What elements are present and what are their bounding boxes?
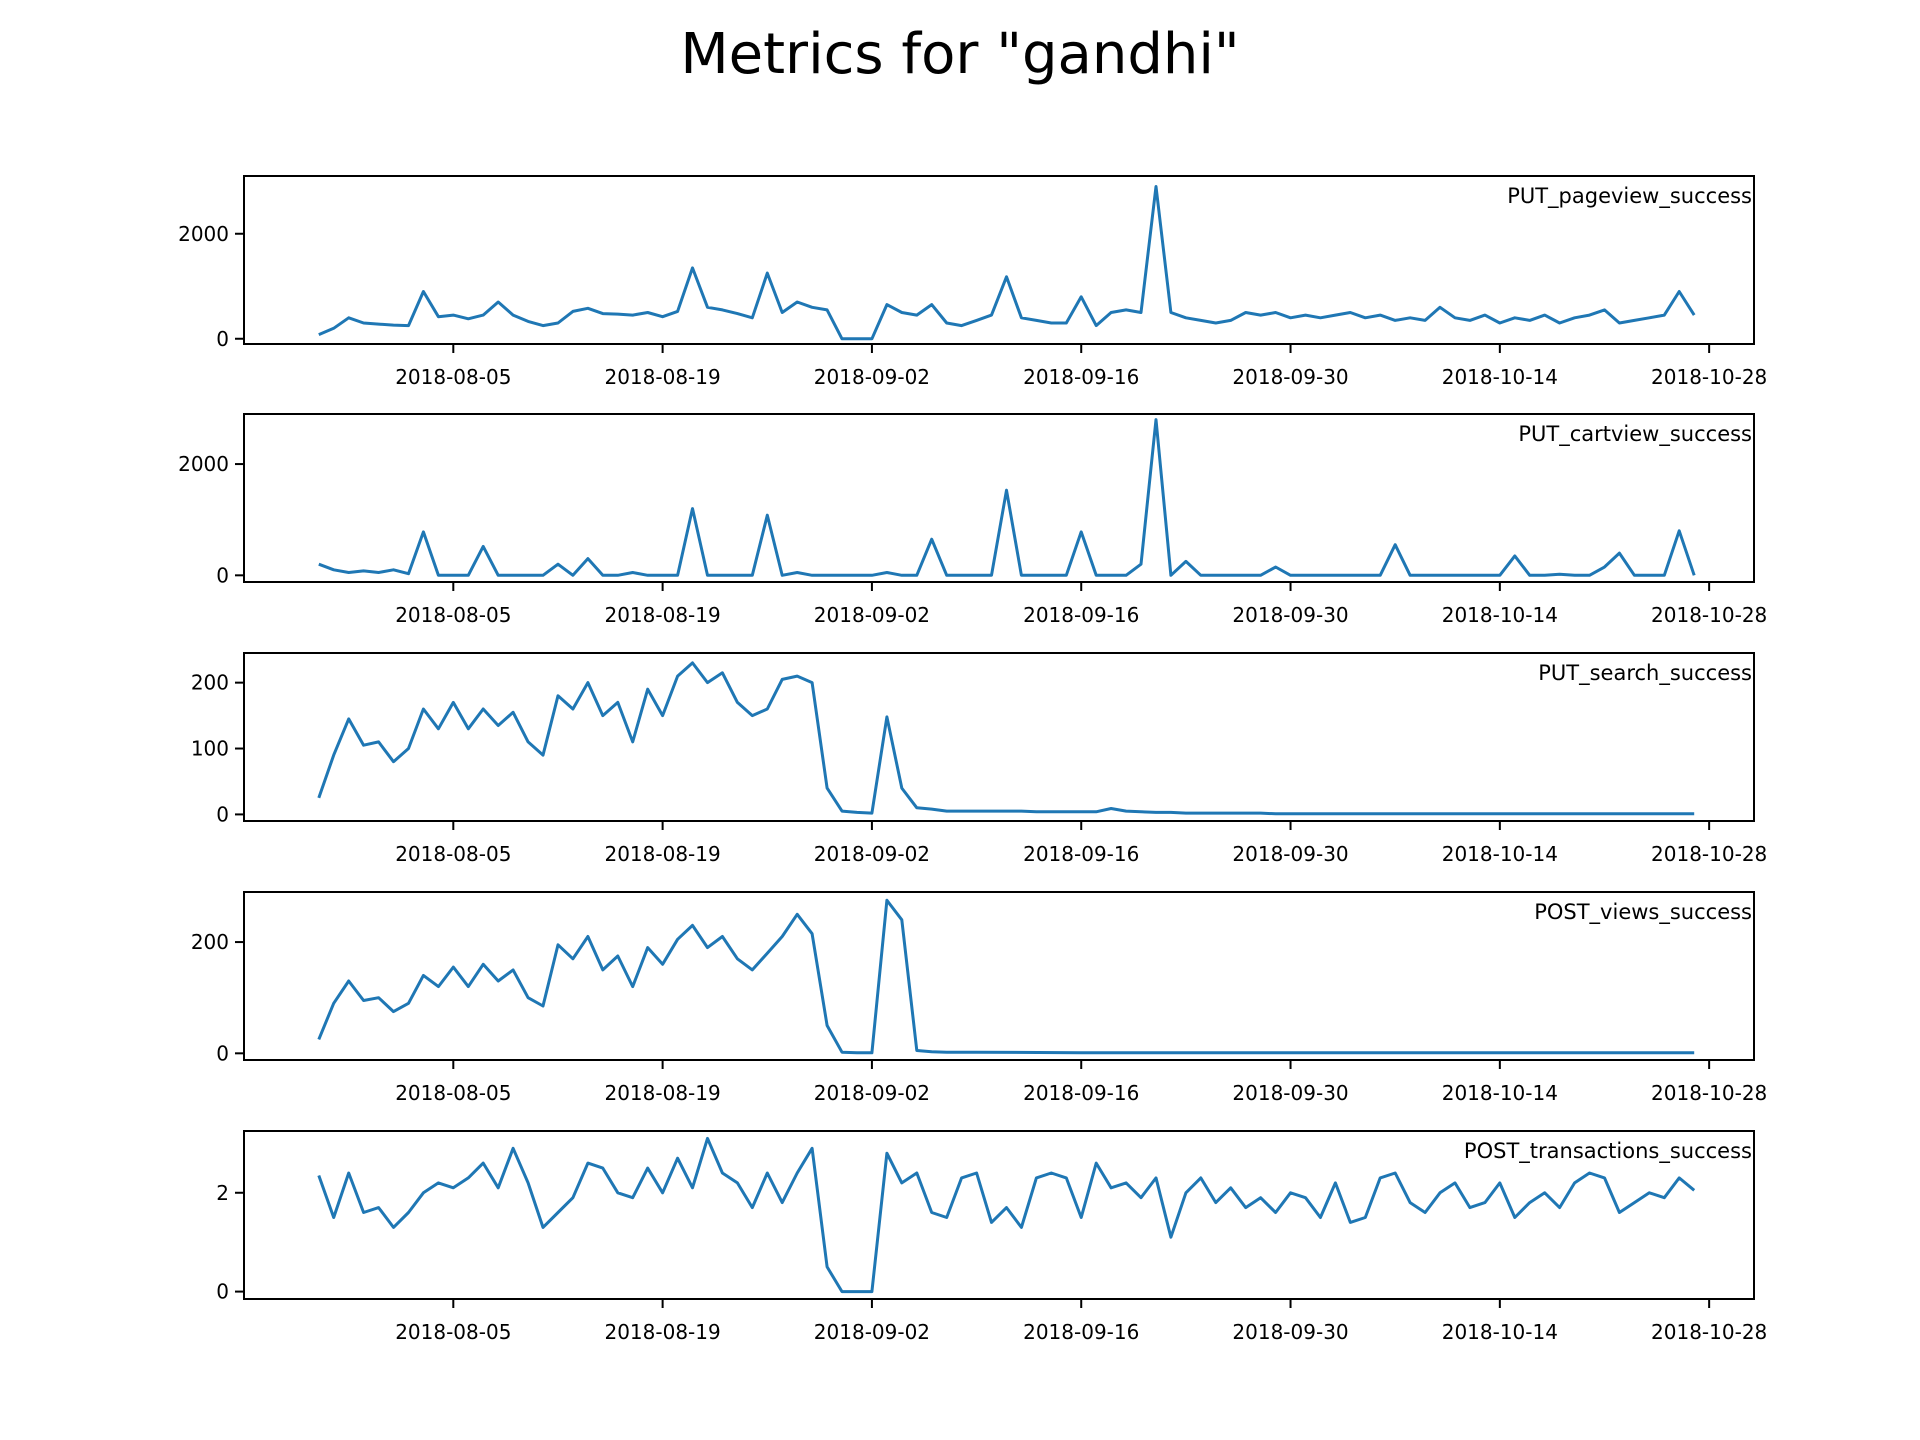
axes-frame [243,413,1755,583]
x-tick-label: 2018-10-14 [1442,1320,1558,1344]
y-tick-label: 0 [216,1280,229,1304]
x-tick-label: 2018-10-28 [1651,603,1767,627]
y-tick-label: 0 [216,802,229,826]
axes-frame [243,891,1755,1061]
y-tick-label: 0 [216,1041,229,1065]
series-line [318,185,1696,341]
x-tick-label: 2018-10-14 [1442,842,1558,866]
subplot-5: 2018-08-05 2018-08-19 2018-09-02 2018-09-16… [216,1130,1767,1344]
axes-frame [243,1130,1755,1300]
series-line [318,418,1696,577]
x-tick-label: 2018-08-05 [395,603,511,627]
subplot-title: PUT_pageview_success [1507,184,1752,209]
x-tick-label: 2018-09-30 [1232,1320,1348,1344]
subplot-4: 2018-08-05 2018-08-19 2018-09-02 2018-09-16… [191,891,1767,1105]
x-tick-label: 2018-09-02 [814,365,930,389]
x-tick-label: 2018-09-30 [1232,603,1348,627]
x-tick-label: 2018-10-14 [1442,1081,1558,1105]
x-tick-label: 2018-09-02 [814,842,930,866]
x-tick-label: 2018-09-02 [814,1081,930,1105]
y-tick-label: 2000 [178,222,229,246]
x-tick-label: 2018-08-19 [604,365,720,389]
subplot-title: PUT_search_success [1538,661,1752,686]
x-tick-label: 2018-09-16 [1023,1081,1139,1105]
x-tick-label: 2018-08-05 [395,1320,511,1344]
figure-title: Metrics for "gandhi" [680,22,1240,87]
y-tick-label: 0 [216,563,229,587]
series-line [317,898,1695,1055]
x-tick-label: 2018-09-16 [1023,842,1139,866]
y-tick-label: 200 [191,671,229,695]
x-tick-label: 2018-10-14 [1442,603,1558,627]
y-tick-label: 0 [216,327,229,351]
y-tick-label: 200 [191,930,229,954]
x-tick-label: 2018-09-30 [1232,1081,1348,1105]
x-tick-label: 2018-08-19 [604,1320,720,1344]
x-tick-label: 2018-09-16 [1023,365,1139,389]
subplot-title: POST_transactions_success [1464,1139,1752,1164]
subplot-1: 2018-08-05 2018-08-19 2018-09-02 2018-09-16… [178,175,1767,389]
x-tick-label: 2018-09-16 [1023,1320,1139,1344]
subplot-title: PUT_cartview_success [1518,422,1752,447]
series-line [317,661,1695,816]
series-line [317,1136,1696,1294]
axes-frame [243,175,1755,345]
x-tick-label: 2018-08-05 [395,1081,511,1105]
x-tick-label: 2018-09-30 [1232,842,1348,866]
y-tick-label: 2000 [178,452,229,476]
x-tick-label: 2018-10-28 [1651,842,1767,866]
x-tick-label: 2018-08-19 [604,603,720,627]
x-tick-label: 2018-08-05 [395,365,511,389]
x-tick-label: 2018-10-14 [1442,365,1558,389]
x-tick-label: 2018-10-28 [1651,1320,1767,1344]
x-tick-label: 2018-08-19 [604,1081,720,1105]
y-tick-label: 2 [216,1181,229,1205]
subplot-3: 2018-08-05 2018-08-19 2018-09-02 2018-09-16… [191,652,1767,866]
x-tick-label: 2018-09-30 [1232,365,1348,389]
x-tick-label: 2018-09-16 [1023,603,1139,627]
x-tick-label: 2018-09-02 [814,1320,930,1344]
x-tick-label: 2018-08-05 [395,842,511,866]
y-tick-label: 100 [191,737,229,761]
subplot-2: 2018-08-05 2018-08-19 2018-09-02 2018-09-16… [178,413,1767,627]
x-tick-label: 2018-08-19 [604,842,720,866]
x-tick-label: 2018-09-02 [814,603,930,627]
x-tick-label: 2018-10-28 [1651,365,1767,389]
axes-frame [243,652,1755,822]
x-tick-label: 2018-10-28 [1651,1081,1767,1105]
subplot-title: POST_views_success [1534,900,1752,925]
